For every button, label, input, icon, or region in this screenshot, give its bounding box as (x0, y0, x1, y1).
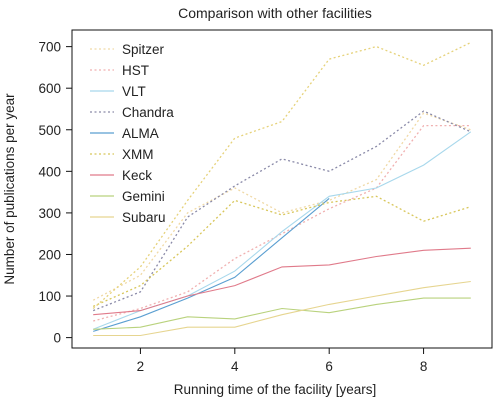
y-tick-label-700: 700 (38, 40, 61, 55)
series-layer (92, 41, 472, 337)
x-tick-label-6: 6 (325, 359, 333, 374)
x-tick-label-4: 4 (231, 359, 239, 374)
plot-frame (71, 29, 493, 349)
y-tick-label-300: 300 (38, 206, 61, 221)
series-line-extra (92, 41, 472, 309)
legend: Spitzer HST VLT Chandra ALMA XMM Keck Gemini Sub… (90, 42, 174, 225)
legend-label-hst: HST (122, 63, 149, 78)
legend-label-xmm: XMM (122, 147, 154, 162)
y-tick-label-500: 500 (38, 123, 61, 138)
series-line-spitzer (92, 112, 472, 301)
x-tick-label-8: 8 (420, 359, 428, 374)
axes-layer: 2 4 6 8 0 100 200 300 400 500 600 700 (38, 29, 493, 374)
series-line-xmm (92, 195, 471, 307)
y-tick-label-200: 200 (38, 247, 61, 262)
legend-label-subaru: Subaru (122, 210, 166, 225)
legend-label-keck: Keck (122, 168, 152, 183)
legend-label-gemini: Gemini (122, 189, 165, 204)
series-line-alma (93, 197, 330, 332)
y-tick-label-0: 0 (53, 331, 61, 346)
series-line-gemini (93, 297, 471, 330)
legend-label-spitzer: Spitzer (122, 42, 165, 57)
legend-label-chandra: Chandra (122, 105, 174, 120)
chart-title: Comparison with other facilities (178, 5, 372, 21)
series-line-chandra (92, 110, 472, 312)
x-tick-label-2: 2 (137, 359, 145, 374)
x-axis-label: Running time of the facility [years] (174, 382, 377, 397)
series-line-subaru (93, 280, 471, 337)
y-tick-label-100: 100 (38, 289, 61, 304)
y-tick-label-400: 400 (38, 164, 61, 179)
y-tick-label-600: 600 (38, 81, 61, 96)
legend-label-vlt: VLT (122, 84, 146, 99)
legend-label-alma: ALMA (122, 126, 159, 141)
series-line-keck (93, 247, 471, 316)
y-axis-label: Number of publications per year (2, 93, 17, 285)
